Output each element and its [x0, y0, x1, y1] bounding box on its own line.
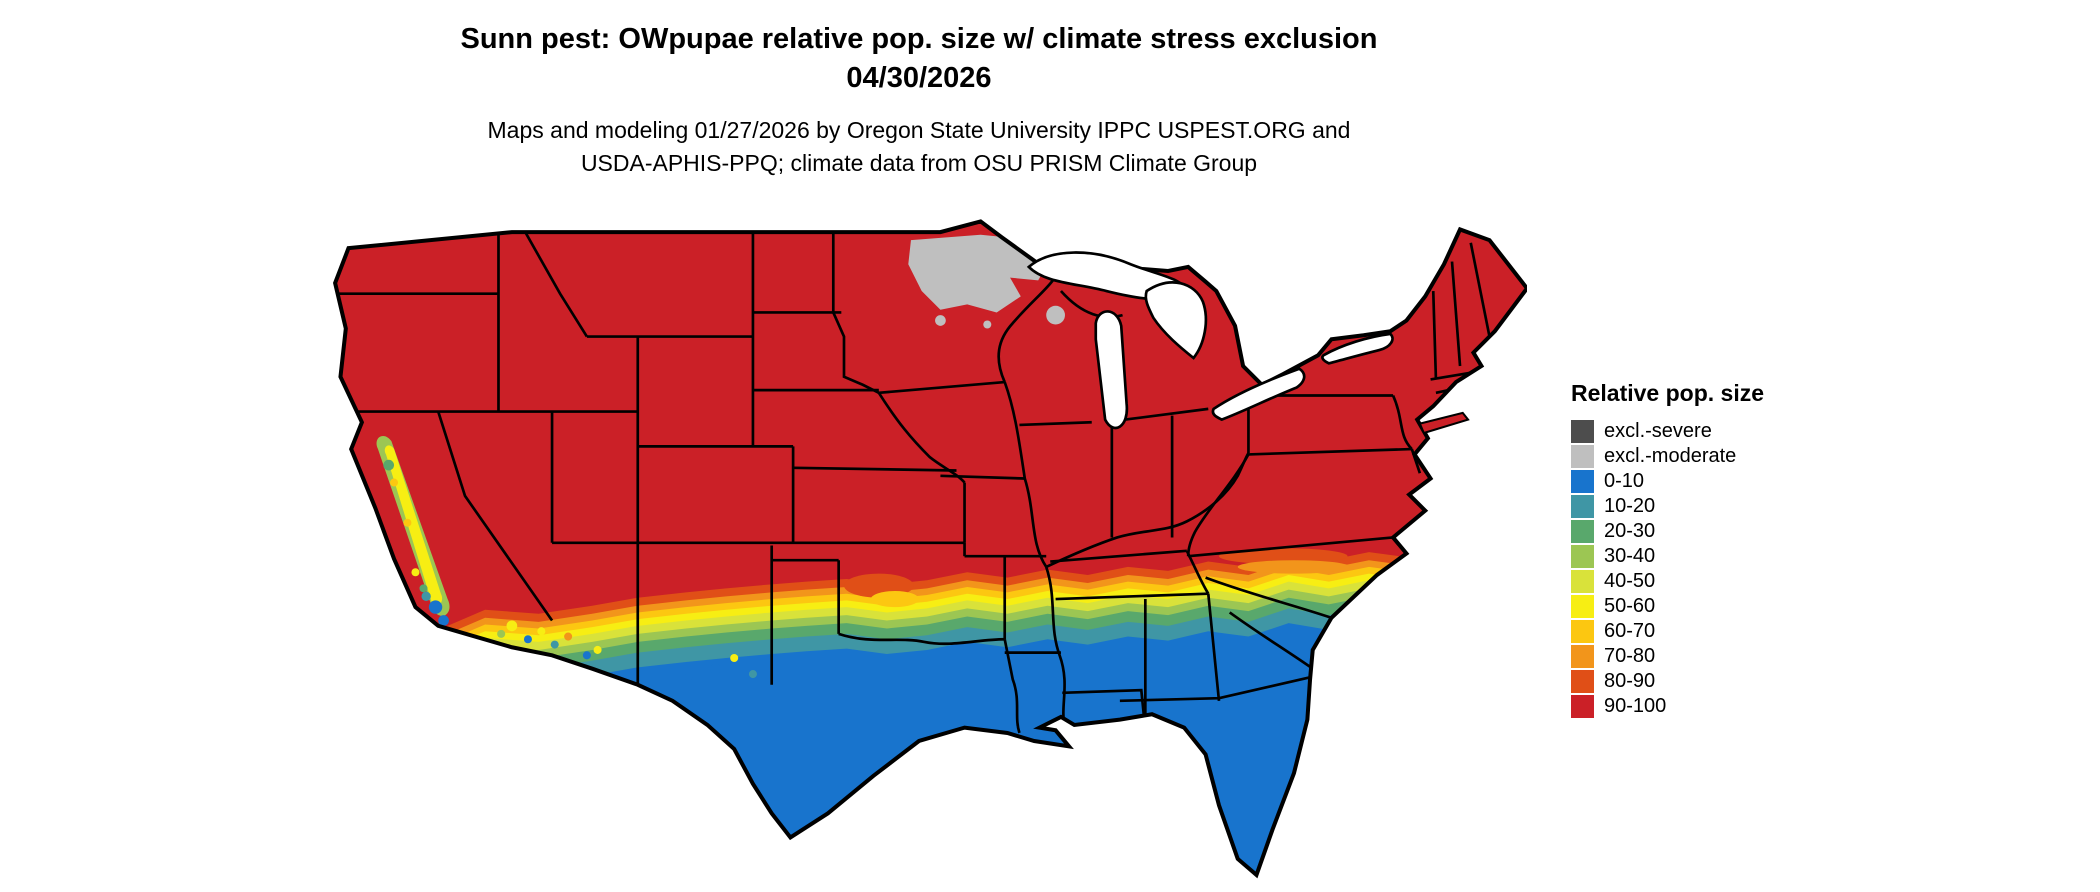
legend-item: 50-60 — [1571, 594, 1764, 619]
legend-item-label: excl.-severe — [1604, 420, 1712, 442]
legend-item: excl.-severe — [1571, 419, 1764, 444]
legend-color-swatch — [1571, 420, 1594, 443]
legend-item: 10-20 — [1571, 494, 1764, 519]
band-b0_10 — [337, 620, 1527, 875]
map-subtitle-line2: USDA-APHIS-PPQ; climate data from OSU PR… — [580, 150, 1258, 176]
legend-item-label: 10-20 — [1604, 495, 1656, 517]
map-container — [311, 208, 1527, 891]
legend-color-swatch — [1571, 670, 1594, 693]
title-block: Sunn pest: OWpupae relative pop. size w/… — [311, 20, 1527, 180]
legend-color-swatch — [1571, 495, 1594, 518]
legend-color-swatch — [1571, 595, 1594, 618]
base-red-region — [335, 221, 1527, 875]
legend-item: 20-30 — [1571, 519, 1764, 544]
lake-michigan — [1094, 310, 1129, 430]
southwest-speckle — [497, 620, 757, 681]
legend-color-swatch — [1571, 470, 1594, 493]
texas-band-detail — [844, 573, 919, 608]
lake-huron — [1144, 281, 1208, 360]
great-lakes — [1026, 251, 1394, 430]
map-title-date: 04/30/2026 — [846, 62, 992, 94]
legend-item: 0-10 — [1571, 469, 1764, 494]
legend-item-label: 0-10 — [1604, 470, 1645, 492]
legend-item: excl.-moderate — [1571, 444, 1764, 469]
legend-item: 60-70 — [1571, 619, 1764, 644]
legend-item: 80-90 — [1571, 669, 1764, 694]
carolinas-band-detail — [1218, 548, 1351, 574]
map-fill-layer — [335, 221, 1527, 875]
legend-item: 30-40 — [1571, 544, 1764, 569]
legend-color-swatch — [1571, 695, 1594, 718]
legend-item-label: 20-30 — [1604, 520, 1656, 542]
legend-item-label: 30-40 — [1604, 545, 1656, 567]
lake-erie — [1211, 367, 1306, 422]
california-valley-detail — [376, 435, 450, 626]
map-subtitle-line1: Maps and modeling 01/27/2026 by Oregon S… — [487, 117, 1351, 143]
long-island — [1418, 411, 1470, 435]
legend-color-swatch — [1571, 520, 1594, 543]
legend-item-label: 40-50 — [1604, 570, 1656, 592]
legend-color-swatch — [1571, 620, 1594, 643]
legend-color-swatch — [1571, 570, 1594, 593]
legend-item-label: 90-100 — [1604, 695, 1667, 717]
legend-color-swatch — [1571, 645, 1594, 668]
legend-item-label: 50-60 — [1604, 595, 1656, 617]
legend-item: 90-100 — [1571, 694, 1764, 719]
map-title-line1: Sunn pest: OWpupae relative pop. size w/… — [460, 23, 1378, 55]
legend-item: 70-80 — [1571, 644, 1764, 669]
legend-item-label: 80-90 — [1604, 670, 1656, 692]
legend-title: Relative pop. size — [1571, 380, 1765, 406]
legend-item-label: excl.-moderate — [1604, 445, 1737, 467]
legend-item: 40-50 — [1571, 569, 1764, 594]
lake-ontario — [1321, 332, 1394, 365]
legend-item-label: 70-80 — [1604, 645, 1656, 667]
us-map — [311, 208, 1527, 891]
legend-items: excl.-severe excl.-moderate 0-10 10-20 20-30… — [1571, 419, 1764, 719]
legend-item-label: 60-70 — [1604, 620, 1656, 642]
exclusion-moderate-region — [908, 234, 1065, 329]
legend-color-swatch — [1571, 445, 1594, 468]
legend: Relative pop. size excl.-severe excl.-mod… — [1571, 380, 1764, 719]
legend-color-swatch — [1571, 545, 1594, 568]
